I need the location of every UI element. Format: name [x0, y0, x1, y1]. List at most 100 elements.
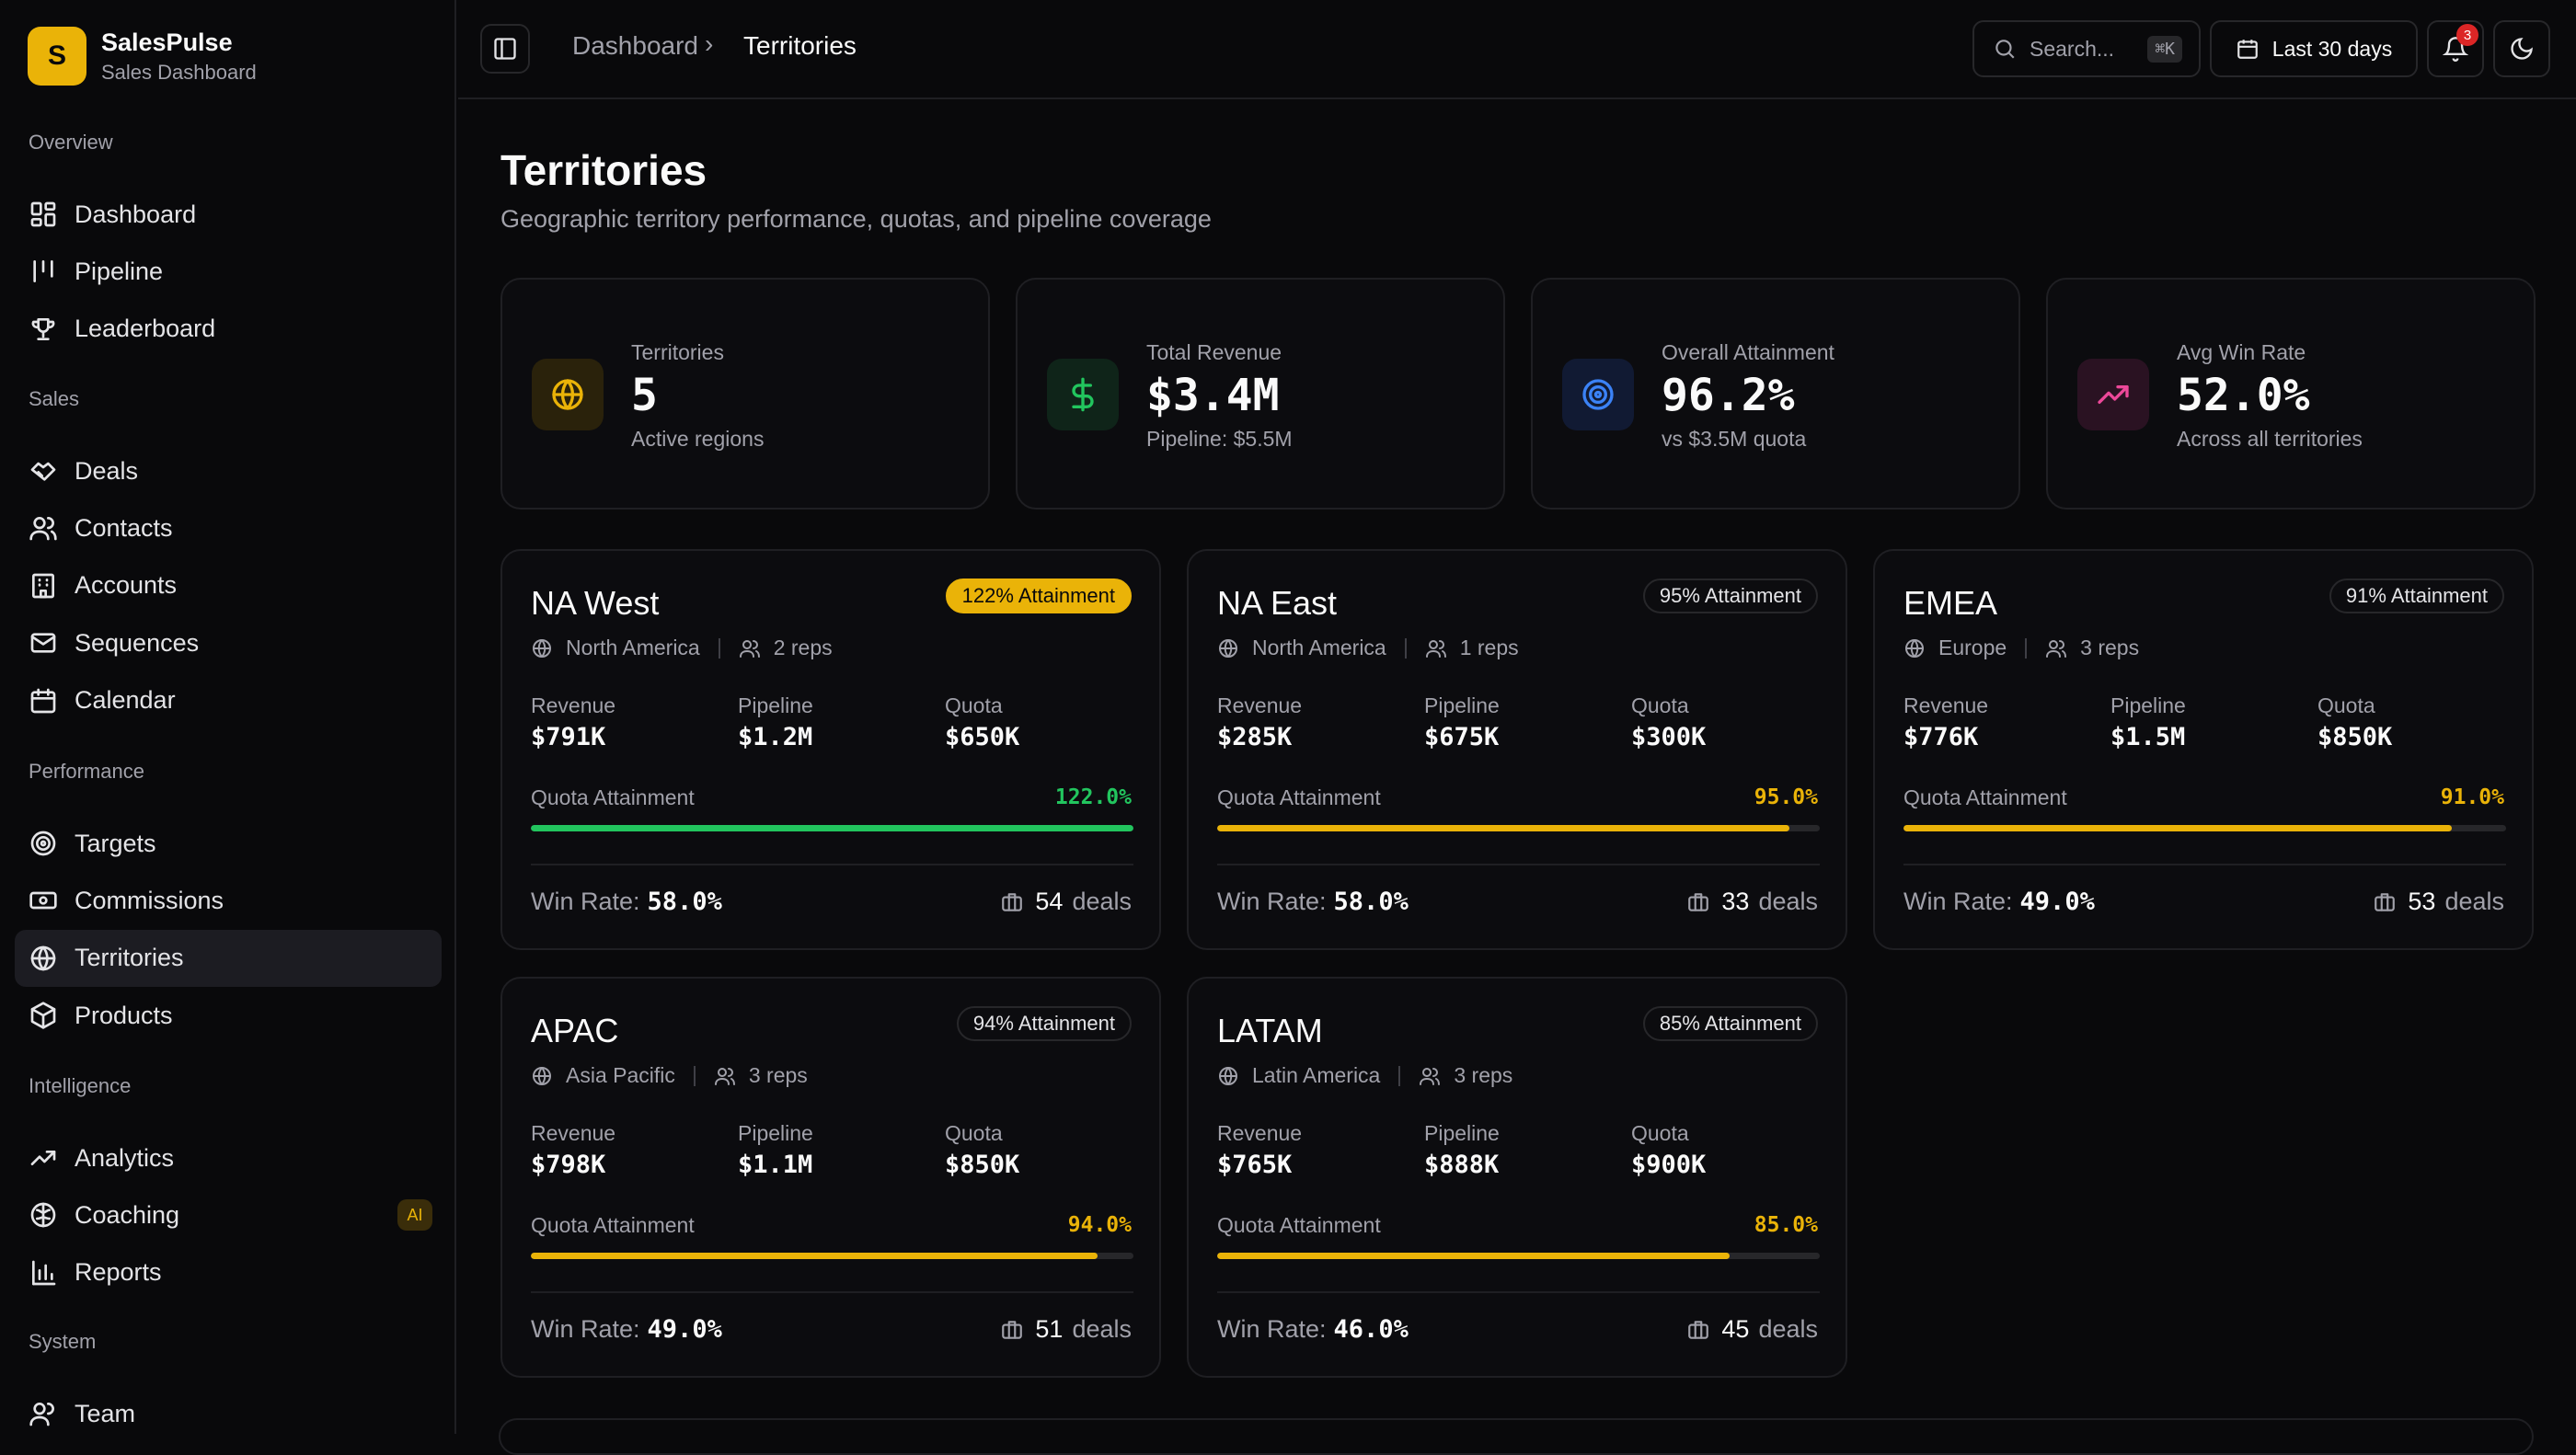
win-rate-label: Win Rate: [1217, 888, 1327, 915]
pipeline-value: $1.1M [738, 1151, 813, 1179]
sidebar-item-deals[interactable]: Deals [15, 442, 442, 499]
win-rate-value: 49.0% [647, 1315, 722, 1344]
territory-reps: 2 reps [773, 636, 833, 659]
stat-value: 5 [631, 370, 658, 421]
stat-label: Avg Win Rate [2177, 340, 2306, 364]
sidebar-item-products[interactable]: Products [15, 987, 442, 1044]
territory-meta: North America 1 reps [1217, 636, 1519, 660]
globe-icon [1219, 638, 1237, 658]
pipeline-value: $1.5M [2110, 723, 2186, 751]
stat-label: Territories [631, 340, 724, 364]
quota-label: Quota [1631, 1121, 1689, 1145]
stat-value: 96.2% [1662, 370, 1795, 421]
sidebar-item-dashboard[interactable]: Dashboard [15, 186, 442, 243]
territory-card[interactable]: EMEA 91% Attainment Europe 3 reps Revenu… [1873, 549, 2534, 950]
territory-meta: Asia Pacific 3 reps [531, 1063, 808, 1088]
quota-attainment-label: Quota Attainment [531, 785, 695, 809]
sidebar-item-label: Products [75, 1001, 173, 1029]
attainment-badge: 95% Attainment [1642, 579, 1818, 613]
attainment-progress-fill [531, 825, 1133, 831]
quota-attainment-value: 122.0% [1054, 785, 1132, 809]
sidebar-item-targets[interactable]: Targets [15, 815, 442, 872]
dollar-icon [1072, 377, 1094, 412]
attainment-badge: 91% Attainment [2329, 579, 2504, 613]
globe-icon [533, 1066, 551, 1085]
pipeline-value: $888K [1424, 1151, 1500, 1179]
briefcase-icon [2375, 892, 2396, 911]
deal-count-value: 33 [1721, 888, 1750, 915]
quota-attainment-label: Quota Attainment [1217, 785, 1381, 809]
attainment-progress-bar [531, 1253, 1133, 1259]
bell-icon [2443, 37, 2468, 62]
sidebar-item-contacts[interactable]: Contacts [15, 499, 442, 556]
deal-count: 45 deals [1686, 1315, 1818, 1344]
sidebar: S SalesPulse Sales Dashboard Overview Da… [0, 0, 456, 1434]
trending-icon [2098, 385, 2129, 404]
page-title: Territories [500, 146, 707, 194]
sidebar-item-pipeline[interactable]: Pipeline [15, 243, 442, 300]
attainment-progress-bar [531, 825, 1133, 831]
search-input[interactable]: Search... ⌘K [1972, 20, 2201, 77]
revenue-label: Revenue [531, 693, 616, 717]
stat-card-avg-win-rate: Avg Win Rate 52.0% Across all territorie… [2046, 278, 2536, 510]
notifications-button[interactable]: 3 [2427, 20, 2484, 77]
package-icon [30, 1002, 56, 1029]
sidebar-item-coaching[interactable]: Coaching AI [15, 1186, 442, 1243]
territory-name: NA West [531, 584, 660, 622]
sidebar-item-label: Pipeline [75, 257, 164, 285]
nav-section-performance: Performance [29, 760, 144, 783]
users-icon [1420, 1067, 1441, 1085]
sidebar-item-commissions[interactable]: Commissions [15, 872, 442, 929]
territory-region: Latin America [1252, 1063, 1381, 1087]
quota-attainment-label: Quota Attainment [531, 1213, 695, 1237]
date-range-button[interactable]: Last 30 days [2210, 20, 2418, 77]
card-divider [1217, 1291, 1820, 1293]
sidebar-toggle-button[interactable] [480, 24, 530, 74]
territory-card[interactable]: APAC 94% Attainment Asia Pacific 3 reps … [500, 977, 1161, 1378]
users-icon [739, 639, 760, 658]
stat-card-total-revenue: Total Revenue $3.4M Pipeline: $5.5M [1016, 278, 1505, 510]
attainment-progress-fill [531, 1253, 1098, 1259]
breadcrumb-dashboard[interactable]: Dashboard [572, 31, 698, 60]
territory-name: APAC [531, 1012, 619, 1049]
brain-icon [30, 1203, 56, 1228]
territory-card[interactable]: LATAM 85% Attainment Latin America 3 rep… [1187, 977, 1847, 1378]
attainment-progress-bar [1217, 1253, 1820, 1259]
territory-card[interactable]: NA East 95% Attainment North America 1 r… [1187, 549, 1847, 950]
target-icon [1582, 379, 1614, 410]
sidebar-item-territories[interactable]: Territories [15, 929, 442, 987]
deal-count-label: deals [1072, 1315, 1132, 1343]
territory-meta: North America 2 reps [531, 636, 833, 660]
revenue-value: $765K [1217, 1151, 1293, 1179]
territory-region: Europe [1938, 636, 2007, 659]
top-header: Dashboard › Territories Search... ⌘K Las… [458, 0, 2576, 99]
calendar-icon [30, 688, 56, 713]
territory-card[interactable]: NA West 122% Attainment North America 2 … [500, 549, 1161, 950]
sidebar-item-leaderboard[interactable]: Leaderboard [15, 301, 442, 358]
stat-icon-tile [532, 359, 604, 430]
sidebar-item-calendar[interactable]: Calendar [15, 672, 442, 729]
sidebar-item-sequences[interactable]: Sequences [15, 614, 442, 671]
sidebar-item-team[interactable]: Team [15, 1385, 442, 1442]
attainment-badge: 85% Attainment [1642, 1006, 1818, 1041]
attainment-progress-fill [1217, 825, 1790, 831]
sidebar-item-accounts[interactable]: Accounts [15, 557, 442, 614]
sidebar-item-label: Analytics [75, 1143, 175, 1172]
deal-count-value: 51 [1035, 1315, 1064, 1343]
stat-value: 52.0% [2177, 370, 2310, 421]
sidebar-item-reports[interactable]: Reports [15, 1244, 442, 1301]
globe-icon [30, 945, 56, 971]
attainment-progress-bar [1903, 825, 2506, 831]
revenue-value: $798K [531, 1151, 606, 1179]
sidebar-item-label: Leaderboard [75, 315, 216, 343]
briefcase-icon [1688, 1320, 1709, 1339]
sidebar-item-analytics[interactable]: Analytics [15, 1129, 442, 1186]
quota-value: $900K [1631, 1151, 1707, 1179]
brand-name: SalesPulse [101, 28, 233, 56]
sidebar-item-label: Team [75, 1399, 136, 1427]
brand[interactable]: S SalesPulse Sales Dashboard [0, 0, 454, 112]
nav-section-sales: Sales [29, 387, 80, 410]
globe-icon [1219, 1066, 1237, 1085]
stat-label: Total Revenue [1146, 340, 1282, 364]
theme-toggle-button[interactable] [2493, 20, 2550, 77]
